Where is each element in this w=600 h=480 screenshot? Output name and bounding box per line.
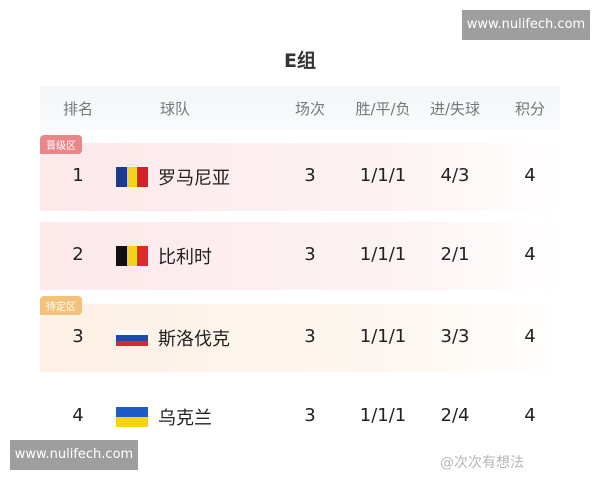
played: 3 <box>304 405 316 426</box>
team-name: 乌克兰 <box>158 408 212 429</box>
table-row[interactable]: 待定区 3 斯洛伐克 3 1/1/1 3/3 4 <box>40 296 560 372</box>
slovakia-flag-icon <box>116 330 148 346</box>
table-row[interactable]: 2 比利时 3 1/1/1 2/1 4 <box>40 222 560 290</box>
goals: 4/3 <box>440 165 470 186</box>
goals: 2/1 <box>440 244 470 265</box>
wdl: 1/1/1 <box>359 244 407 265</box>
group-title: E组 <box>284 50 316 72</box>
table-row[interactable]: 4 乌克兰 3 1/1/1 2/4 4 <box>40 383 560 451</box>
header-played: 场次 <box>294 100 326 118</box>
points: 4 <box>524 244 536 265</box>
points: 4 <box>524 326 536 347</box>
rank: 1 <box>72 165 84 186</box>
points: 4 <box>524 165 536 186</box>
goals: 3/3 <box>440 326 470 347</box>
header-rank: 排名 <box>62 100 94 118</box>
table-row[interactable]: 晋级区 1 罗马尼亚 3 1/1/1 4/3 4 <box>40 135 560 211</box>
wdl: 1/1/1 <box>359 405 407 426</box>
qualified-zone-badge: 晋级区 <box>40 135 82 154</box>
header-wdl: 胜/平/负 <box>355 100 411 118</box>
team-name: 罗马尼亚 <box>158 168 230 189</box>
rank: 3 <box>72 326 84 347</box>
played: 3 <box>304 165 316 186</box>
played: 3 <box>304 244 316 265</box>
goals: 2/4 <box>440 405 470 426</box>
played: 3 <box>304 326 316 347</box>
wdl: 1/1/1 <box>359 326 407 347</box>
team-name: 斯洛伐克 <box>158 329 230 350</box>
team-name: 比利时 <box>158 247 212 268</box>
romania-flag-icon <box>116 167 149 187</box>
watermark-top: www.nulifech.com <box>462 10 590 40</box>
watermark-bottom: www.nulifech.com <box>10 440 138 470</box>
pending-zone-badge: 待定区 <box>40 296 82 315</box>
rank: 2 <box>72 244 84 265</box>
ukraine-flag-icon <box>116 407 148 427</box>
header-team: 球队 <box>159 100 191 118</box>
table-header: 排名 球队 场次 胜/平/负 进/失球 积分 <box>40 86 560 130</box>
points: 4 <box>524 405 536 426</box>
rank: 4 <box>72 405 84 426</box>
wdl: 1/1/1 <box>359 165 407 186</box>
belgium-flag-icon <box>116 246 149 266</box>
header-goals: 进/失球 <box>429 100 481 118</box>
author-watermark: @次次有想法 <box>440 455 524 471</box>
header-points: 积分 <box>514 100 546 118</box>
